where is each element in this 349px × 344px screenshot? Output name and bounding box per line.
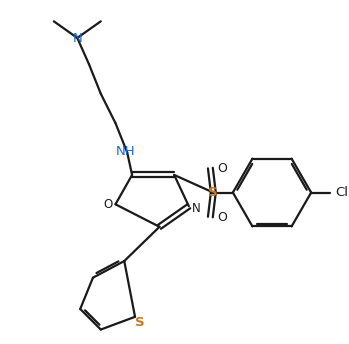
Text: S: S [208,186,218,199]
Text: S: S [135,316,145,329]
Text: N: N [192,202,201,215]
Text: O: O [103,198,112,211]
Text: Cl: Cl [336,186,349,199]
Text: NH: NH [116,145,135,158]
Text: O: O [217,211,227,224]
Text: N: N [73,32,82,45]
Text: O: O [217,162,227,175]
